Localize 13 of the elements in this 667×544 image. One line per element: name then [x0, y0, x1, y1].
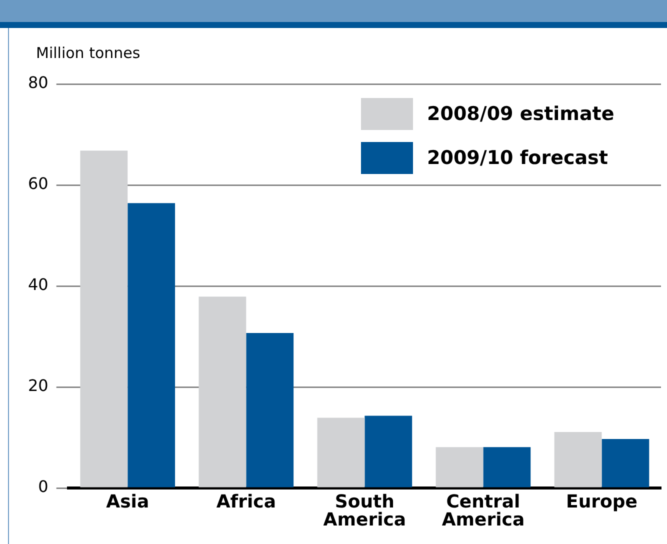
x-tick-label: Central America — [442, 492, 525, 531]
x-tick-label: Asia — [106, 492, 150, 513]
y-tick-label: 0 — [38, 477, 48, 496]
y-tick-label: 20 — [28, 376, 48, 396]
y-axis-title: Million tonnes — [36, 44, 140, 62]
x-tick-label: South America — [323, 492, 406, 531]
x-tick-label: Africa — [216, 492, 276, 513]
x-tick-label: Europe — [566, 492, 638, 513]
y-tick-label: 80 — [28, 73, 48, 92]
legend-label: 2008/09 estimate — [427, 102, 614, 125]
y-tick-label: 40 — [28, 275, 48, 294]
legend-label: 2009/10 forecast — [427, 146, 608, 169]
y-tick-label: 60 — [28, 174, 48, 194]
